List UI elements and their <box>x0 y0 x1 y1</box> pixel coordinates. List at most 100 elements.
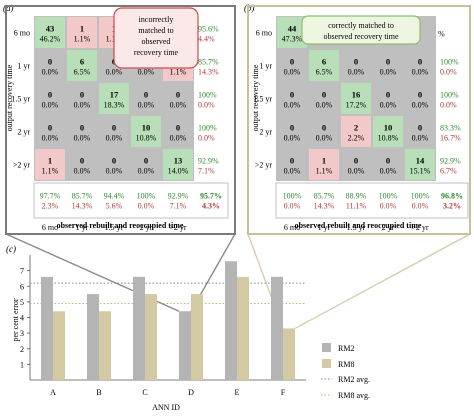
bar-RM2-E <box>225 261 237 380</box>
matrix-a-pct-2-2: 18.3% <box>104 101 125 110</box>
matrix-b-row-summary-cell <box>437 83 467 114</box>
matrix-b-cell-1-3 <box>373 50 403 81</box>
matrix-b-cell-4-4 <box>405 149 435 180</box>
matrix-a-cell-4-0 <box>35 149 65 180</box>
matrix-b-row-label: >2 yr <box>255 161 273 170</box>
matrix-b-row-label: 1 yr <box>259 62 272 71</box>
bar-RM8-C <box>145 294 157 380</box>
matrix-b-pct-3-2: 2.2% <box>348 134 365 143</box>
matrix-b-col-acc-4: 100% <box>411 192 430 201</box>
matrix-b-col-acc-1: 85.7% <box>314 192 335 201</box>
matrix-b-pct-1-2: 0.0% <box>348 68 365 77</box>
matrix-b-count-2-1: 0 <box>322 90 326 100</box>
matrix-a-pct-3-4: 0.0% <box>170 134 187 143</box>
matrix-a-row-acc-4: 92.9% <box>198 157 219 166</box>
matrix-a-col-label: 6 mo <box>42 223 58 232</box>
matrix-a-cell-0-0 <box>35 17 65 48</box>
panel-b-callout: correctly matched to observed recovery t… <box>301 15 421 45</box>
matrix-b-count-2-2: 16 <box>352 90 361 100</box>
matrix-b-pct-3-0: 0.0% <box>284 134 301 143</box>
matrix-a-count-2-2: 17 <box>110 90 119 100</box>
panel-b-label: (b) <box>244 3 255 13</box>
matrix-a-pct-0-1: 1.1% <box>74 35 91 44</box>
matrix-b-pct-0-0: 47.3% <box>282 35 303 44</box>
matrix-b-count-1-1: 6 <box>322 57 326 67</box>
matrix-a-count-4-3: 0 <box>144 156 148 166</box>
matrix-a-pct-2-0: 0.0% <box>42 101 59 110</box>
matrix-a-pct-1-3: 0.0% <box>138 68 155 77</box>
bar-RM8-B <box>99 311 111 380</box>
matrix-a-pct-0-0: 46.2% <box>40 35 61 44</box>
matrix-b-cell-3-3 <box>373 116 403 147</box>
matrix-b-row-summary-cell <box>437 50 467 81</box>
matrix-b-count-4-1: 1 <box>322 156 326 166</box>
matrix-b-row-err-3: 16.7% <box>440 134 461 143</box>
matrix-b-cell-4-3 <box>373 149 403 180</box>
matrix-b-col-label: >2 yr <box>411 223 429 232</box>
matrix-a-cell-2-0 <box>35 83 65 114</box>
matrix-b-cell-2-4 <box>405 83 435 114</box>
matrix-b-pct-4-4: 15.1% <box>410 167 431 176</box>
matrix-b-count-4-0: 0 <box>290 156 294 166</box>
matrix-b-col-acc-3: 100% <box>379 192 398 201</box>
matrix-b-pct-1-0: 0.0% <box>284 68 301 77</box>
matrix-a-pct-4-3: 0.0% <box>138 167 155 176</box>
y-tick-label: 6 <box>20 282 24 291</box>
matrix-a-cell-4-2 <box>99 149 129 180</box>
matrix-a-col-err-2: 5.6% <box>106 202 123 211</box>
matrix-b-row-acc-3: 83.3% <box>440 124 461 133</box>
matrix-a-cell-3-3 <box>131 116 161 147</box>
matrix-b-row-label: 2 yr <box>259 128 272 137</box>
callout-a-line-3: observed <box>142 37 171 46</box>
matrix-b-row-label: 6 mo <box>256 29 272 38</box>
legend-avg-label-0: RM2 avg. <box>338 375 370 384</box>
matrix-a-cell-3-4 <box>163 116 193 147</box>
bar-RM2-B <box>87 294 99 380</box>
panel-a-frame <box>5 5 236 235</box>
matrix-b-col-err-4: 0.0% <box>412 202 429 211</box>
y-tick-label: 1 <box>20 360 24 369</box>
panel-b-ylabel: output recovery time <box>251 64 260 131</box>
matrix-b-col-err-2: 11.1% <box>346 202 367 211</box>
matrix-a-col-err-4: 7.1% <box>170 202 187 211</box>
matrix-b-pct-1-1: 6.5% <box>316 68 333 77</box>
matrix-b-col-err-0: 0.0% <box>284 202 301 211</box>
matrix-b-col-acc-2: 88.9% <box>346 192 367 201</box>
bar-RM8-E <box>237 276 249 380</box>
matrix-b-col-label: 1 yr <box>318 223 331 232</box>
connector-b-right <box>294 233 471 330</box>
matrix-a-pct-1-1: 6.5% <box>74 68 91 77</box>
matrix-a-row-label: 2 yr <box>17 128 30 137</box>
matrix-b-pct-1-3: 0.0% <box>380 68 397 77</box>
matrix-b-cell-3-4 <box>405 116 435 147</box>
matrix-a-pct-4-2: 0.0% <box>106 167 123 176</box>
matrix-a-row-summary-cell <box>195 17 227 48</box>
matrix-a-count-2-1: 0 <box>80 90 84 100</box>
matrix-b-col-acc-0: 100% <box>283 192 302 201</box>
matrix-b-pct-3-4: 0.0% <box>412 134 429 143</box>
matrix-a-cell-4-3 <box>131 149 161 180</box>
matrix-b-pct-2-4: 0.0% <box>412 101 429 110</box>
matrix-b-count-3-4: 0 <box>418 123 422 133</box>
matrix-a-count-3-3: 10 <box>142 123 151 133</box>
matrix-a-row-acc-0: 95.6% <box>198 25 219 34</box>
matrix-a-count-0-1: 1 <box>80 24 84 34</box>
matrix-b-cell-1-4 <box>405 50 435 81</box>
matrix-a-count-3-4: 0 <box>176 123 180 133</box>
matrix-b-cell-2-3 <box>373 83 403 114</box>
matrix-b-col-err-1: 14.3% <box>314 202 335 211</box>
matrix-a-cell-3-2 <box>99 116 129 147</box>
matrix-a-col-err-0: 2.3% <box>42 202 59 211</box>
matrix-a-pct-2-1: 0.0% <box>74 101 91 110</box>
matrix-a-pct-1-2: 0.0% <box>106 68 123 77</box>
matrix-b-overall-acc: 96.8% <box>441 192 463 201</box>
callout-b-line-2: observed recovery time <box>323 32 399 41</box>
matrix-b-pct-4-1: 1.1% <box>316 167 333 176</box>
matrix-a-row-label: 1 yr <box>17 62 30 71</box>
matrix-a-col-acc-1: 85.7% <box>72 192 93 201</box>
matrix-a-row-acc-3: 100% <box>198 124 217 133</box>
matrix-a-col-acc-3: 100% <box>137 192 156 201</box>
matrix-b-count-1-2: 0 <box>354 57 358 67</box>
callout-a-line-2: matched to <box>138 26 173 35</box>
